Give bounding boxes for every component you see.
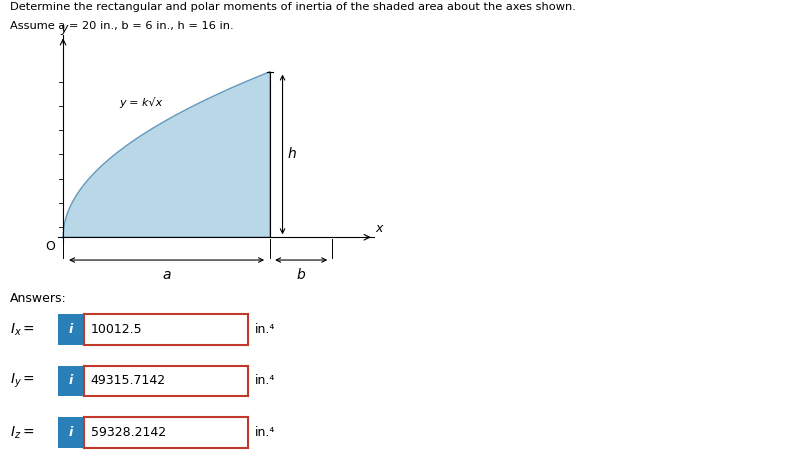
Text: $I_{x}=$: $I_{x}=$ — [10, 321, 34, 338]
Text: in.⁴: in.⁴ — [254, 426, 274, 439]
Text: b: b — [297, 268, 306, 282]
Text: 49315.7142: 49315.7142 — [90, 374, 166, 388]
Text: y: y — [60, 22, 67, 36]
Text: Answers:: Answers: — [10, 292, 66, 306]
Text: 59328.2142: 59328.2142 — [90, 426, 166, 439]
Text: Assume a = 20 in., b = 6 in., h = 16 in.: Assume a = 20 in., b = 6 in., h = 16 in. — [10, 21, 234, 31]
Polygon shape — [63, 72, 270, 237]
Text: i: i — [69, 426, 73, 439]
Text: O: O — [45, 241, 54, 253]
Text: 10012.5: 10012.5 — [90, 323, 142, 336]
Text: in.⁴: in.⁴ — [254, 323, 274, 336]
Text: $I_{y}=$: $I_{y}=$ — [10, 372, 34, 390]
Text: i: i — [69, 374, 73, 388]
Text: i: i — [69, 323, 73, 336]
Text: $I_{z}=$: $I_{z}=$ — [10, 424, 34, 441]
Text: x: x — [376, 222, 383, 235]
Text: h: h — [288, 147, 297, 161]
Text: Determine the rectangular and polar moments of inertia of the shaded area about : Determine the rectangular and polar mome… — [10, 2, 575, 12]
Text: a: a — [162, 268, 171, 282]
Text: in.⁴: in.⁴ — [254, 374, 274, 388]
Text: y = k√x: y = k√x — [119, 97, 162, 108]
